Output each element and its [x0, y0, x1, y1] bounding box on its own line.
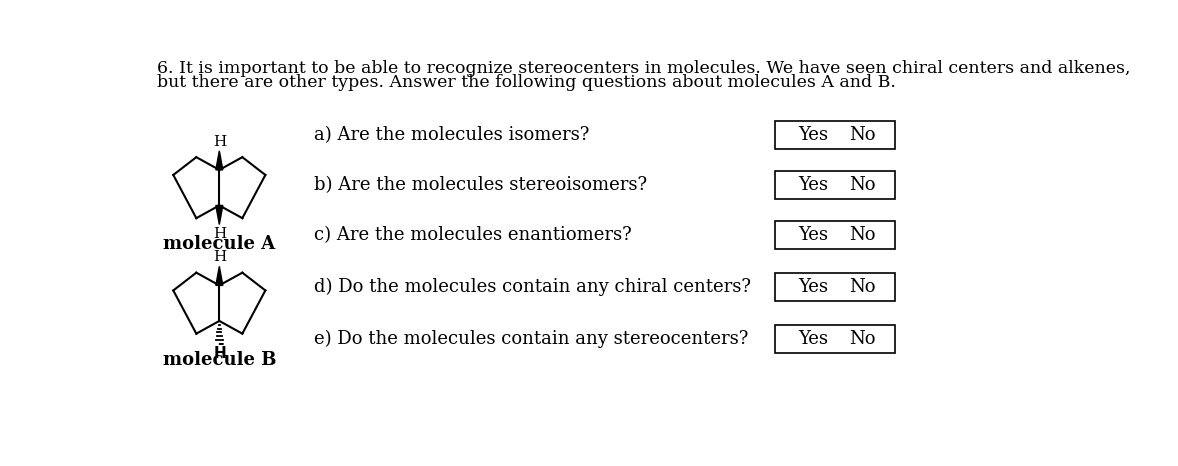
Text: but there are other types. Answer the following questions about molecules A and : but there are other types. Answer the fo…	[157, 75, 895, 91]
Text: d) Do the molecules contain any chiral centers?: d) Do the molecules contain any chiral c…	[313, 278, 750, 296]
Polygon shape	[216, 206, 223, 225]
Bar	[775, 121, 895, 149]
Text: H: H	[213, 135, 226, 149]
Bar	[775, 171, 895, 199]
Polygon shape	[216, 267, 223, 285]
Text: molecule B: molecule B	[163, 350, 276, 369]
Text: b) Are the molecules stereoisomers?: b) Are the molecules stereoisomers?	[313, 176, 647, 194]
Text: Yes: Yes	[799, 330, 828, 348]
Text: molecule A: molecule A	[164, 235, 276, 253]
Text: H: H	[213, 227, 226, 241]
Text: 6. It is important to be able to recognize stereocenters in molecules. We have s: 6. It is important to be able to recogni…	[157, 60, 1130, 77]
Text: No: No	[849, 126, 876, 144]
Bar	[775, 325, 895, 353]
Text: No: No	[849, 278, 876, 296]
Bar	[775, 273, 895, 301]
Text: Yes: Yes	[799, 126, 828, 144]
Text: c) Are the molecules enantiomers?: c) Are the molecules enantiomers?	[313, 226, 631, 244]
Text: a) Are the molecules isomers?: a) Are the molecules isomers?	[313, 126, 589, 144]
Text: No: No	[849, 176, 876, 194]
Text: $\mathbf{\bar{H}}$: $\mathbf{\bar{H}}$	[213, 343, 226, 362]
Text: No: No	[849, 330, 876, 348]
Text: No: No	[849, 226, 876, 244]
Text: H: H	[213, 250, 226, 264]
Text: e) Do the molecules contain any stereocenters?: e) Do the molecules contain any stereoce…	[313, 330, 748, 349]
Text: Yes: Yes	[799, 226, 828, 244]
Bar	[775, 221, 895, 249]
Text: Yes: Yes	[799, 176, 828, 194]
Polygon shape	[216, 151, 223, 170]
Text: Yes: Yes	[799, 278, 828, 296]
